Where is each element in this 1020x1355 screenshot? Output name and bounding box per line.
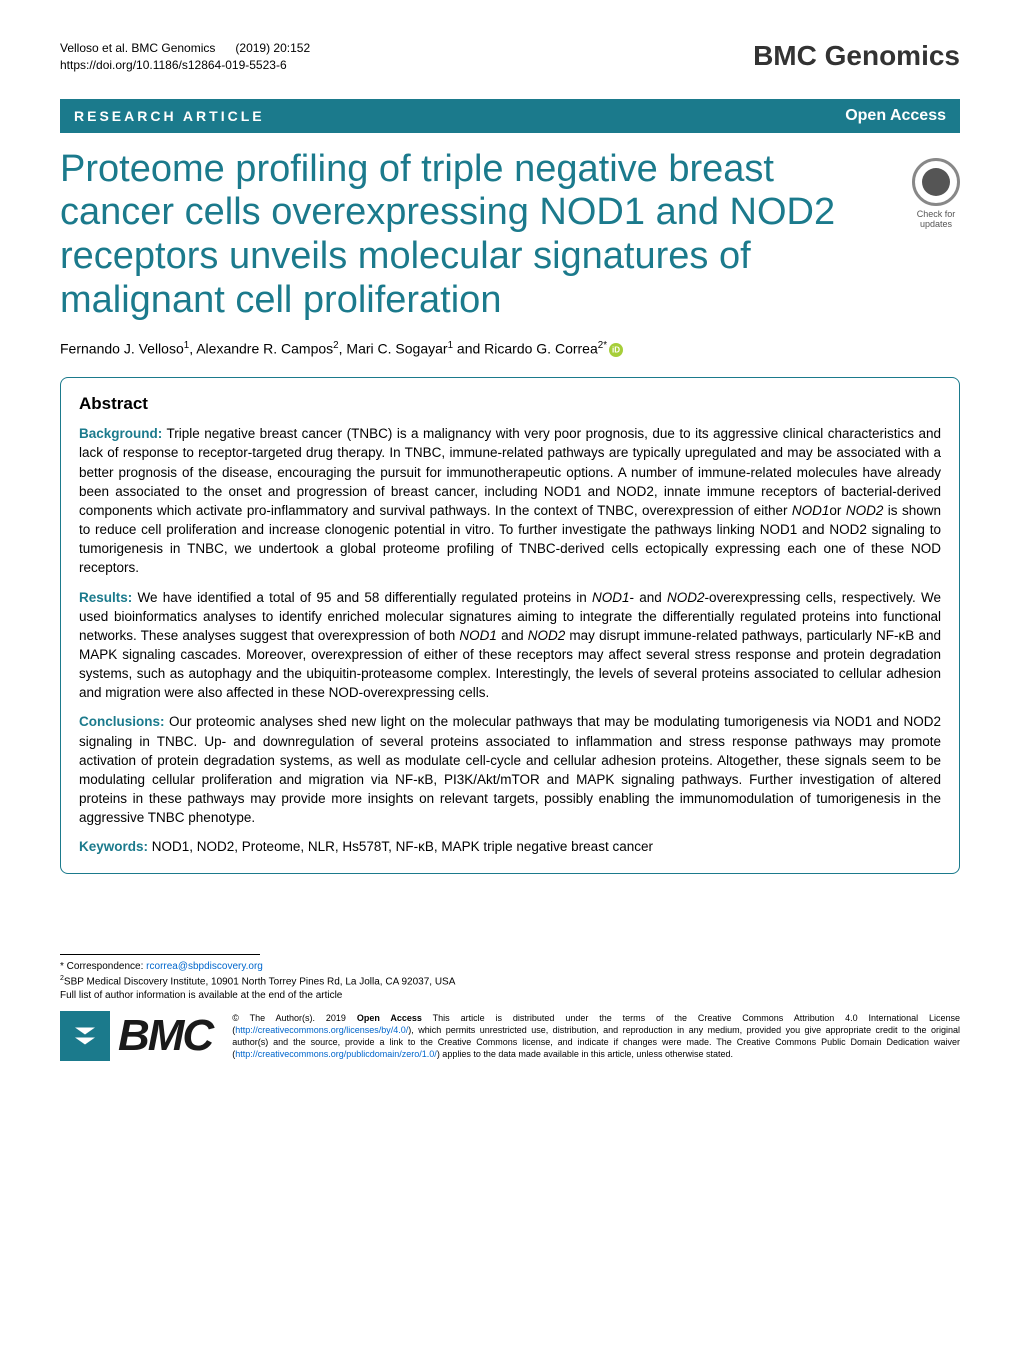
license-link1[interactable]: http://creativecommons.org/licenses/by/4…	[235, 1025, 408, 1035]
citation-authors: Velloso et al. BMC Genomics	[60, 40, 215, 57]
abstract-conclusions: Conclusions: Our proteomic analyses shed…	[79, 712, 941, 827]
keywords-text: NOD1, NOD2, Proteome, NLR, Hs578T, NF-κB…	[148, 839, 653, 854]
author-3: Mari C. Sogayar	[346, 341, 447, 357]
conclusions-label: Conclusions:	[79, 714, 165, 729]
author-2: Alexandre R. Campos	[196, 341, 333, 357]
author-4: Ricardo G. Correa	[484, 341, 598, 357]
citation-block: Velloso et al. BMC Genomics (2019) 20:15…	[60, 40, 310, 74]
header-row: Velloso et al. BMC Genomics (2019) 20:15…	[60, 40, 960, 74]
abstract-background: Background: Triple negative breast cance…	[79, 424, 941, 577]
license-link2[interactable]: http://creativecommons.org/publicdomain/…	[235, 1049, 437, 1059]
abstract-keywords: Keywords: NOD1, NOD2, Proteome, NLR, Hs5…	[79, 837, 941, 856]
citation-ref: (2019) 20:152	[235, 40, 310, 57]
author-4-aff: 2*	[598, 340, 607, 351]
crossmark-line2: updates	[920, 219, 952, 229]
author-1: Fernando J. Velloso	[60, 341, 184, 357]
article-type-bar: RESEARCH ARTICLE Open Access	[60, 99, 960, 133]
results-italic1: NOD1	[592, 590, 630, 605]
article-title: Proteome profiling of triple negative br…	[60, 148, 892, 323]
license-text: © The Author(s). 2019 Open Access This a…	[232, 1012, 960, 1061]
crossmark-text: Check for updates	[917, 209, 956, 231]
license-text3: ) applies to the data made available in …	[437, 1049, 733, 1059]
footer-divider	[60, 954, 260, 955]
results-text2: - and	[630, 590, 667, 605]
license-prefix: © The Author(s). 2019	[232, 1013, 357, 1023]
correspondence-label: * Correspondence:	[60, 961, 146, 972]
orcid-icon[interactable]	[609, 343, 623, 357]
correspondence-email[interactable]: rcorrea@sbpdiscovery.org	[146, 961, 263, 972]
background-italic1: NOD1	[792, 503, 830, 518]
bmc-chevrons-icon	[75, 1027, 95, 1044]
doi: https://doi.org/10.1186/s12864-019-5523-…	[60, 57, 310, 74]
abstract-box: Abstract Background: Triple negative bre…	[60, 377, 960, 873]
chevron-icon	[75, 1037, 95, 1044]
crossmark-icon	[912, 158, 960, 206]
footer-row: BMC © The Author(s). 2019 Open Access Th…	[60, 1011, 960, 1061]
crossmark-inner-icon	[922, 168, 950, 196]
license-bold: Open Access	[357, 1013, 422, 1023]
journal-logo: BMC Genomics	[753, 40, 960, 72]
background-italic2: NOD2	[846, 503, 884, 518]
citation-line1: Velloso et al. BMC Genomics (2019) 20:15…	[60, 40, 310, 57]
crossmark-line1: Check for	[917, 209, 956, 219]
conclusions-text: Our proteomic analyses shed new light on…	[79, 714, 941, 825]
bmc-logo: BMC	[60, 1011, 212, 1061]
full-list-text: Full list of author information is avail…	[60, 990, 342, 1001]
title-block: Proteome profiling of triple negative br…	[60, 148, 960, 323]
results-text: We have identified a total of 95 and 58 …	[132, 590, 592, 605]
author-2-aff: 2	[333, 340, 338, 351]
abstract-results: Results: We have identified a total of 9…	[79, 588, 941, 703]
results-italic4: NOD2	[528, 628, 566, 643]
background-text2: or	[829, 503, 845, 518]
results-italic3: NOD1	[459, 628, 497, 643]
results-text4: and	[497, 628, 528, 643]
crossmark-widget[interactable]: Check for updates	[912, 148, 960, 323]
authors-line: Fernando J. Velloso1, Alexandre R. Campo…	[60, 340, 960, 357]
background-label: Background:	[79, 426, 162, 441]
results-label: Results:	[79, 590, 132, 605]
affiliation-text: SBP Medical Discovery Institute, 10901 N…	[64, 976, 456, 987]
chevron-icon	[75, 1027, 95, 1034]
correspondence-block: * Correspondence: rcorrea@sbpdiscovery.o…	[60, 960, 960, 1003]
abstract-heading: Abstract	[79, 394, 941, 414]
results-italic2: NOD2	[667, 590, 705, 605]
author-1-aff: 1	[184, 340, 189, 351]
bmc-square-icon	[60, 1011, 110, 1061]
bmc-text: BMC	[118, 1011, 212, 1061]
keywords-label: Keywords:	[79, 839, 148, 854]
article-type: RESEARCH ARTICLE	[74, 108, 265, 124]
open-access-label: Open Access	[845, 107, 946, 125]
author-3-aff: 1	[448, 340, 453, 351]
